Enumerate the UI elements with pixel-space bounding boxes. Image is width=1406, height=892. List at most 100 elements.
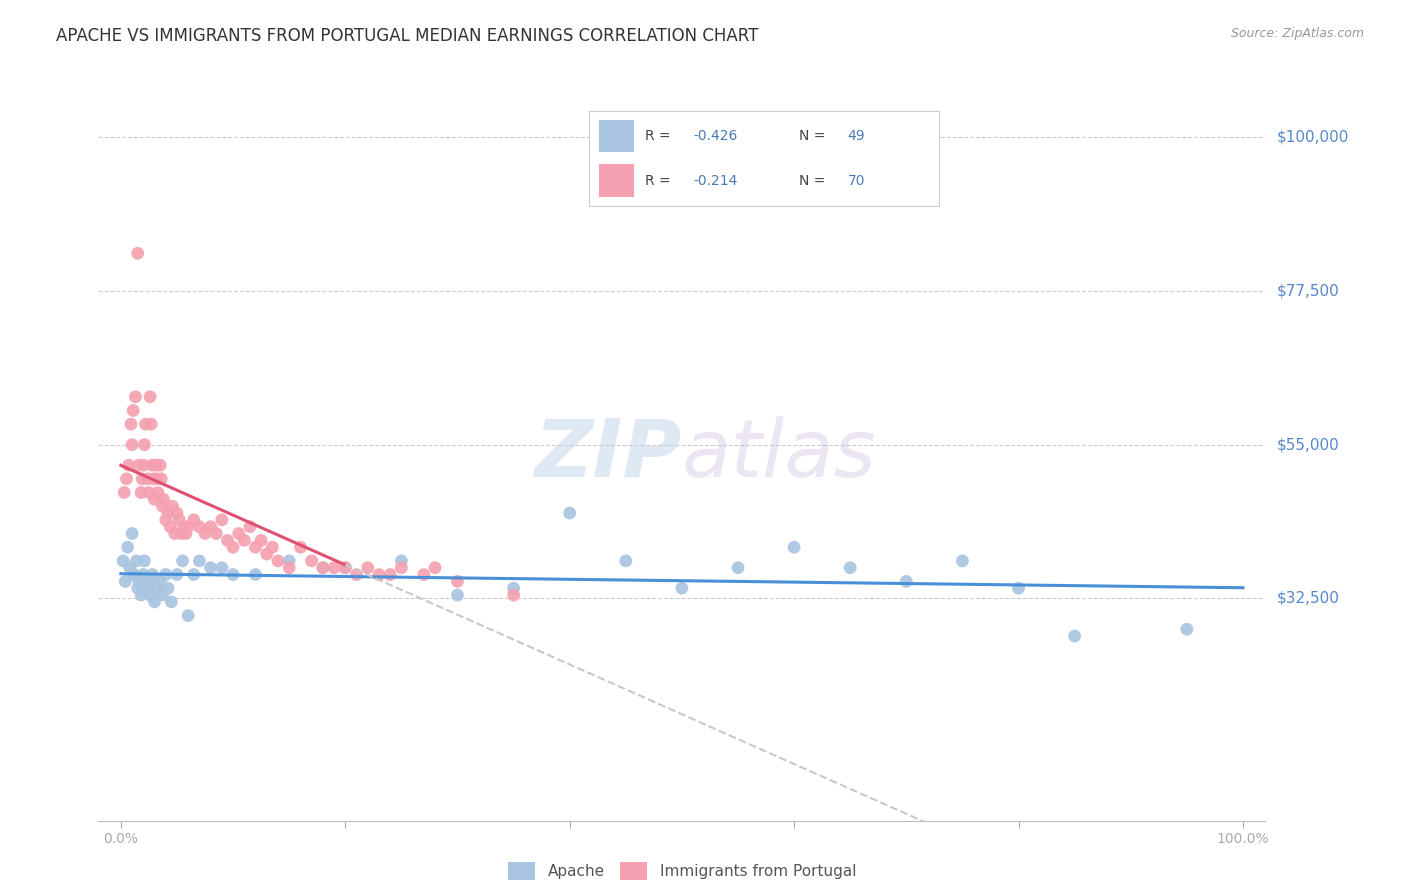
Point: [150, 499, 173, 513]
Point: [167, 513, 190, 527]
Point: [128, 574, 150, 589]
Point: [159, 519, 181, 533]
Point: [136, 472, 159, 486]
Point: [245, 567, 267, 582]
Point: [155, 567, 177, 582]
Point: [200, 560, 222, 574]
Point: [150, 472, 173, 486]
Point: [132, 567, 155, 582]
Point: [143, 595, 166, 609]
Point: [262, 540, 284, 554]
Point: [141, 417, 163, 432]
Point: [142, 472, 165, 486]
Point: [112, 554, 135, 568]
Point: [389, 560, 412, 574]
Point: [896, 574, 918, 589]
Point: [112, 485, 135, 500]
Point: [155, 513, 177, 527]
Point: [290, 540, 312, 554]
Point: [1063, 629, 1085, 643]
Point: [205, 526, 228, 541]
Point: [177, 608, 200, 623]
Point: [173, 519, 195, 533]
Point: [156, 581, 179, 595]
Point: [335, 560, 357, 574]
Point: [121, 438, 143, 452]
Point: [200, 519, 222, 533]
Point: [139, 390, 162, 404]
Text: $32,500: $32,500: [1277, 591, 1340, 606]
Point: [146, 485, 169, 500]
Point: [335, 560, 357, 574]
Point: [117, 540, 139, 554]
Point: [139, 588, 162, 602]
Point: [115, 472, 138, 486]
Point: [671, 581, 693, 595]
Legend: Apache, Immigrants from Portugal: Apache, Immigrants from Portugal: [502, 856, 862, 886]
Point: [170, 526, 193, 541]
Point: [118, 458, 141, 472]
Point: [143, 492, 166, 507]
Point: [149, 458, 172, 472]
Point: [121, 526, 143, 541]
Point: [389, 554, 412, 568]
Point: [166, 506, 188, 520]
Point: [138, 574, 160, 589]
Point: [174, 526, 197, 541]
Point: [423, 560, 446, 574]
Point: [172, 554, 194, 568]
Point: [222, 540, 245, 554]
Point: [114, 574, 136, 589]
Point: [188, 554, 211, 568]
Point: [346, 567, 368, 582]
Text: $55,000: $55,000: [1277, 437, 1340, 452]
Point: [134, 554, 156, 568]
Point: [129, 485, 152, 500]
Point: [141, 567, 163, 582]
Point: [233, 533, 256, 548]
Point: [267, 554, 290, 568]
Point: [301, 554, 323, 568]
Point: [141, 458, 163, 472]
Point: [1007, 581, 1029, 595]
Point: [446, 588, 468, 602]
Point: [412, 567, 434, 582]
Point: [125, 554, 148, 568]
Text: $100,000: $100,000: [1277, 129, 1350, 145]
Text: $77,500: $77,500: [1277, 284, 1340, 298]
Point: [312, 560, 335, 574]
Point: [239, 519, 262, 533]
Point: [446, 574, 468, 589]
Point: [124, 390, 146, 404]
Point: [839, 560, 862, 574]
Text: ZIP: ZIP: [534, 416, 682, 494]
Point: [222, 567, 245, 582]
Point: [194, 526, 217, 541]
Point: [146, 581, 169, 595]
Point: [502, 581, 524, 595]
Point: [177, 519, 200, 533]
Point: [127, 581, 149, 595]
Point: [128, 458, 150, 472]
Point: [183, 567, 205, 582]
Point: [256, 547, 278, 561]
Point: [245, 540, 267, 554]
Point: [127, 246, 149, 260]
Point: [132, 458, 155, 472]
Point: [783, 540, 806, 554]
Point: [614, 554, 637, 568]
Point: [278, 560, 301, 574]
Text: atlas: atlas: [682, 416, 877, 494]
Point: [135, 417, 157, 432]
Point: [1175, 622, 1198, 636]
Point: [368, 567, 391, 582]
Point: [120, 417, 142, 432]
Point: [138, 485, 160, 500]
Point: [211, 560, 233, 574]
Point: [131, 472, 153, 486]
Point: [250, 533, 273, 548]
Point: [124, 567, 146, 582]
Point: [727, 560, 749, 574]
Point: [312, 560, 335, 574]
Point: [163, 526, 186, 541]
